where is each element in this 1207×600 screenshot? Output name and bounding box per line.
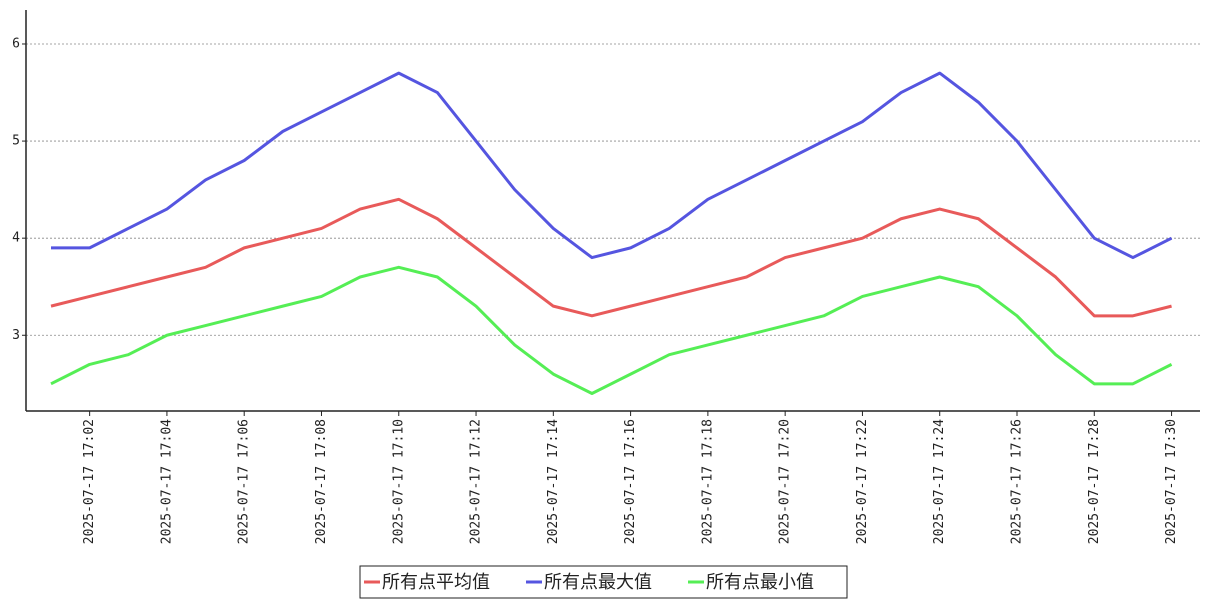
x-tick-label: 2025-07-17 17:12 xyxy=(469,419,484,544)
x-tick-label: 2025-07-17 17:14 xyxy=(546,419,561,544)
x-tick-label: 2025-07-17 17:20 xyxy=(778,419,793,544)
x-tick-label: 2025-07-17 17:30 xyxy=(1164,419,1179,544)
y-tick-label: 4 xyxy=(12,231,20,246)
x-tick-label: 2025-07-17 17:24 xyxy=(932,419,947,544)
x-tick-label: 2025-07-17 17:10 xyxy=(391,419,406,544)
x-tick-label: 2025-07-17 17:16 xyxy=(623,419,638,544)
series-line xyxy=(51,71,1173,260)
x-tick-label: 2025-07-17 17:18 xyxy=(700,419,715,544)
x-tick-label: 2025-07-17 17:28 xyxy=(1087,419,1102,544)
y-tick-label: 3 xyxy=(12,328,20,343)
legend-label: 所有点最小值 xyxy=(706,572,814,593)
legend-label: 所有点平均值 xyxy=(382,572,490,593)
x-tick-label: 2025-07-17 17:06 xyxy=(237,419,252,544)
x-tick-label: 2025-07-17 17:04 xyxy=(159,419,174,544)
x-tick-label: 2025-07-17 17:02 xyxy=(82,419,97,544)
x-tick-label: 2025-07-17 17:26 xyxy=(1010,419,1025,544)
series-line xyxy=(50,265,1173,396)
y-tick-label: 5 xyxy=(12,134,20,149)
legend-box xyxy=(359,565,848,599)
x-tick-label: 2025-07-17 17:22 xyxy=(855,419,870,544)
legend-label: 所有点最大值 xyxy=(544,572,652,593)
x-tick-label: 2025-07-17 17:08 xyxy=(314,419,329,544)
y-tick-label: 6 xyxy=(12,36,20,51)
series-line xyxy=(50,197,1172,318)
